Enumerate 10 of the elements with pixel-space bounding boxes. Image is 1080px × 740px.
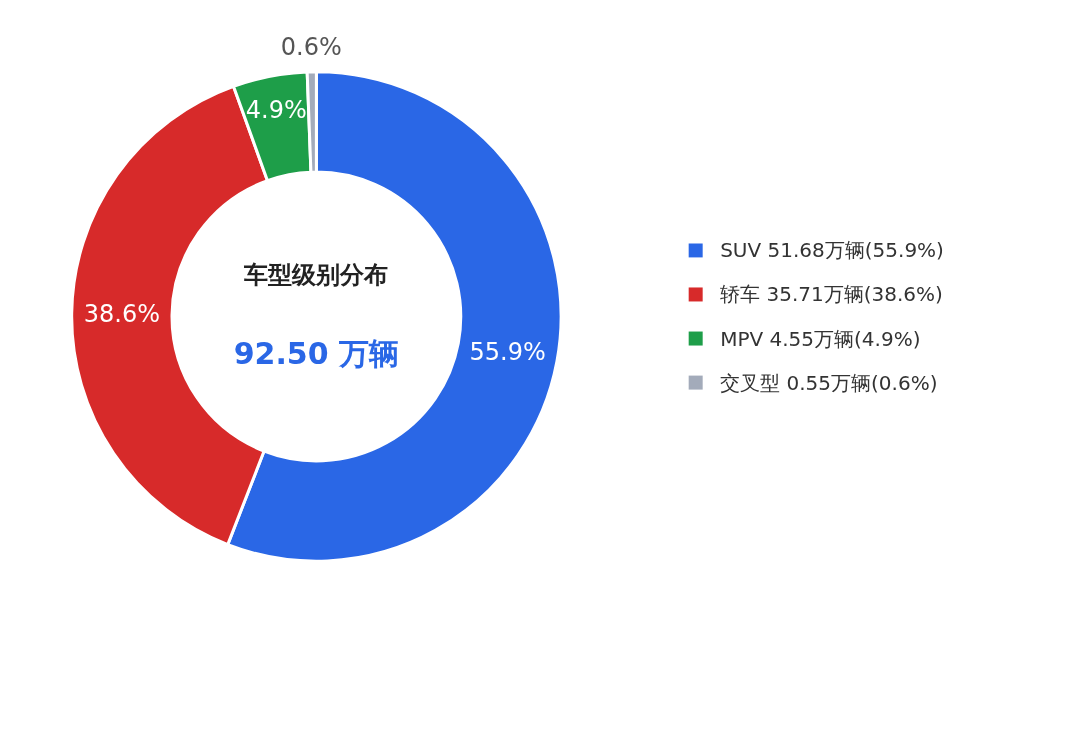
legend-label: 轿车 35.71万辆(38.6%) — [720, 282, 943, 307]
text: 92.50 万辆 — [233, 335, 400, 371]
legend-label: MPV 4.55万辆(4.9%) — [720, 326, 921, 351]
data-label: 38.6% — [83, 300, 160, 329]
data-label: 4.9% — [245, 95, 307, 124]
legend-label: 交叉型 0.55万辆(0.6%) — [720, 370, 938, 395]
data-label: 0.6% — [280, 33, 342, 62]
legend-label: SUV 51.68万辆(55.9%) — [720, 238, 944, 263]
data-label: 55.9% — [469, 338, 546, 367]
text: 车型级别分布 — [243, 260, 389, 289]
